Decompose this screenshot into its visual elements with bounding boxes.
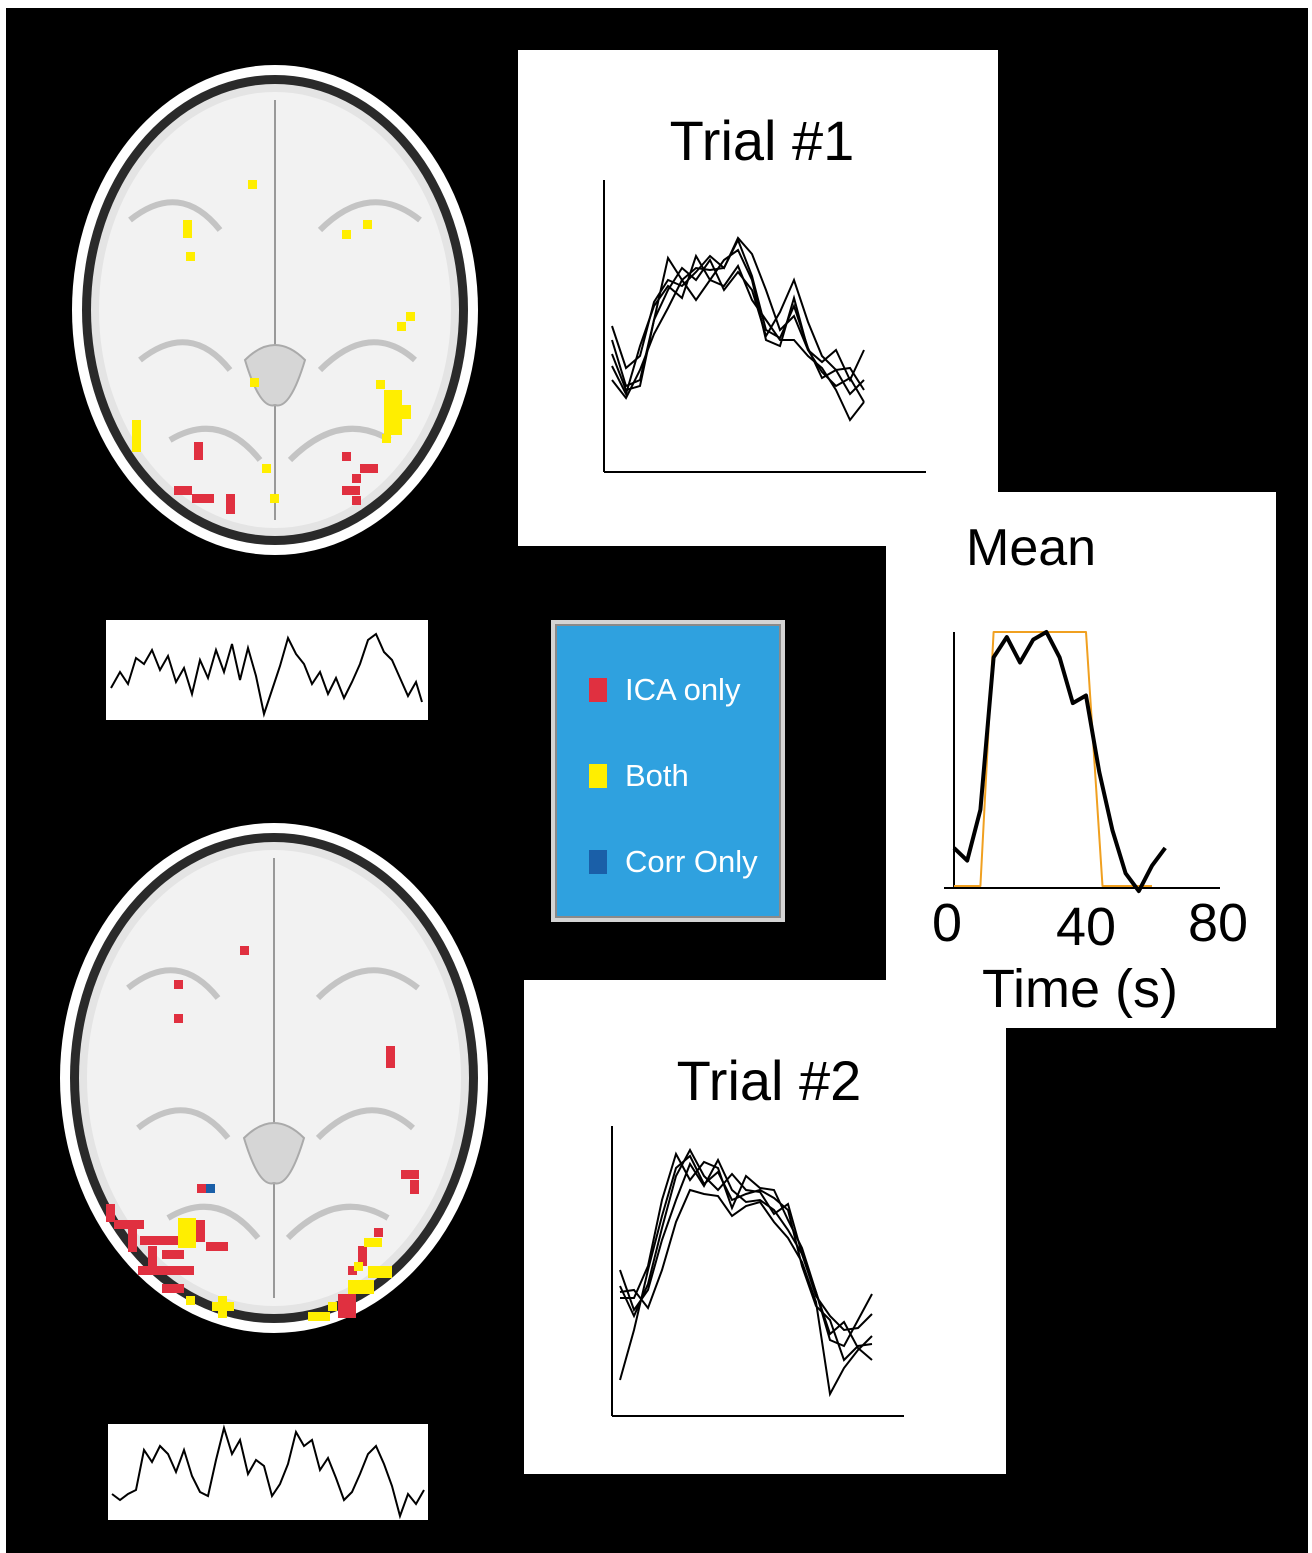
legend-item-corr-only: Corr Only [589,844,758,880]
timecourse-strip-top [106,620,428,720]
activation-clusters-top [132,180,415,514]
mean-reference-boxcar [954,631,1152,887]
mean-response-line [952,630,1167,894]
timecourse-strip-bottom [108,1424,428,1520]
mean-x-tick-0: 0 [932,893,963,953]
trial1-panel: Trial #1 [518,50,998,546]
trial1-title: Trial #1 [669,109,855,172]
mean-x-tick-80: 80 [1188,893,1249,953]
legend-label-corr-only: Corr Only [625,844,758,879]
trial2-axes [611,1126,904,1417]
legend-swatch-both [589,764,607,788]
mean-x-tick-40: 40 [1056,897,1117,957]
legend-label-both: Both [625,758,689,793]
mean-chart [944,630,1220,894]
brain-slice-bottom [58,818,490,1338]
mean-x-label: Time (s) [982,959,1178,1019]
legend-swatch-corr-only [589,850,607,874]
trial2-panel: Trial #2 [524,980,1006,1474]
legend-label-ica-only: ICA only [625,672,741,707]
brain-slice-top [70,60,480,560]
trial2-title: Trial #2 [676,1049,862,1112]
activation-clusters-bottom [106,946,419,1321]
legend-item-ica-only: ICA only [589,672,740,708]
trial1-axes [603,180,926,473]
legend-swatch-ica-only [589,678,607,702]
mean-panel: Mean 0 40 80 Time (s) [886,492,1276,1028]
figure-background: Trial #1 Trial #2 [6,8,1308,1553]
trial1-trials [611,236,865,422]
legend: ICA only Both Corr Only [551,620,785,922]
legend-item-both: Both [589,758,689,794]
mean-title: Mean [966,519,1097,577]
trial2-trials [619,1147,873,1398]
